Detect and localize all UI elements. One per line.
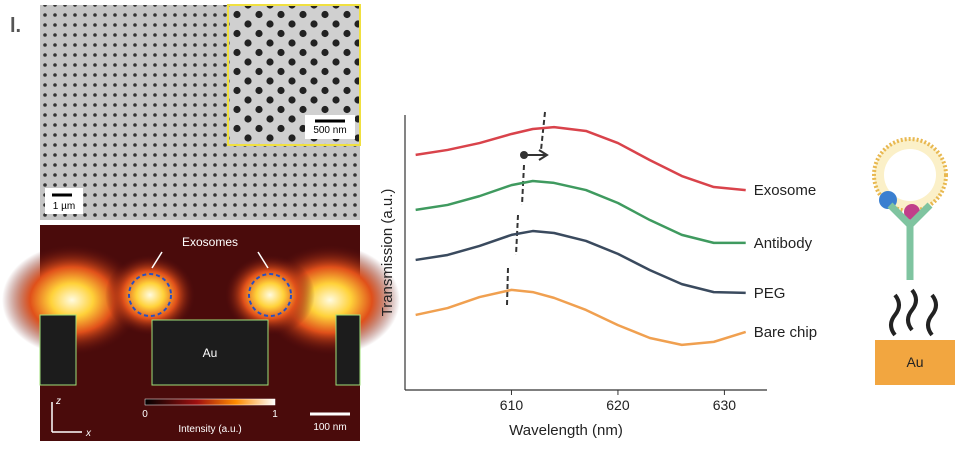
peak-marker [541,112,545,150]
block-label: Au [203,346,218,360]
series-label: Bare chip [754,324,817,341]
x-tick-label: 630 [713,397,737,413]
scale-text: 100 nm [313,422,346,433]
schematic [874,139,955,385]
substrate-label: Au [906,354,923,370]
x-tick-label: 610 [500,397,524,413]
colorbar [145,399,275,405]
au-block [40,315,76,385]
axis-letter: x [85,428,92,439]
au-block [336,315,360,385]
colorbar-tick: 0 [142,409,148,420]
line-series [416,127,746,190]
scale-text: 500 nm [313,125,346,136]
annotation: Exosomes [182,235,238,249]
line-series [416,290,746,345]
scale-text: 1 µm [53,201,75,212]
peak-marker [507,268,508,305]
panel-label: l. [10,15,21,37]
colorbar-tick: 1 [272,409,278,420]
y-axis-label: Transmission (a.u.) [379,189,396,317]
series-label: PEG [754,285,786,302]
axis-letter: z [55,396,61,407]
x-axis-label: Wavelength (nm) [509,422,623,439]
x-tick-label: 620 [606,397,630,413]
page: {"panel_label": "l.", "sem": {"inset_sca… [0,0,963,451]
peak-marker [522,165,524,205]
series-label: Exosome [754,182,817,199]
colorbar-label: Intensity (a.u.) [178,424,241,435]
figure: l. 500 nm 1 µm Au Exosomes 0 1 Intensity… [0,0,963,446]
line-series [416,181,746,243]
line-series [416,231,746,293]
shift-arrow [524,150,547,160]
series-label: Antibody [754,235,813,252]
